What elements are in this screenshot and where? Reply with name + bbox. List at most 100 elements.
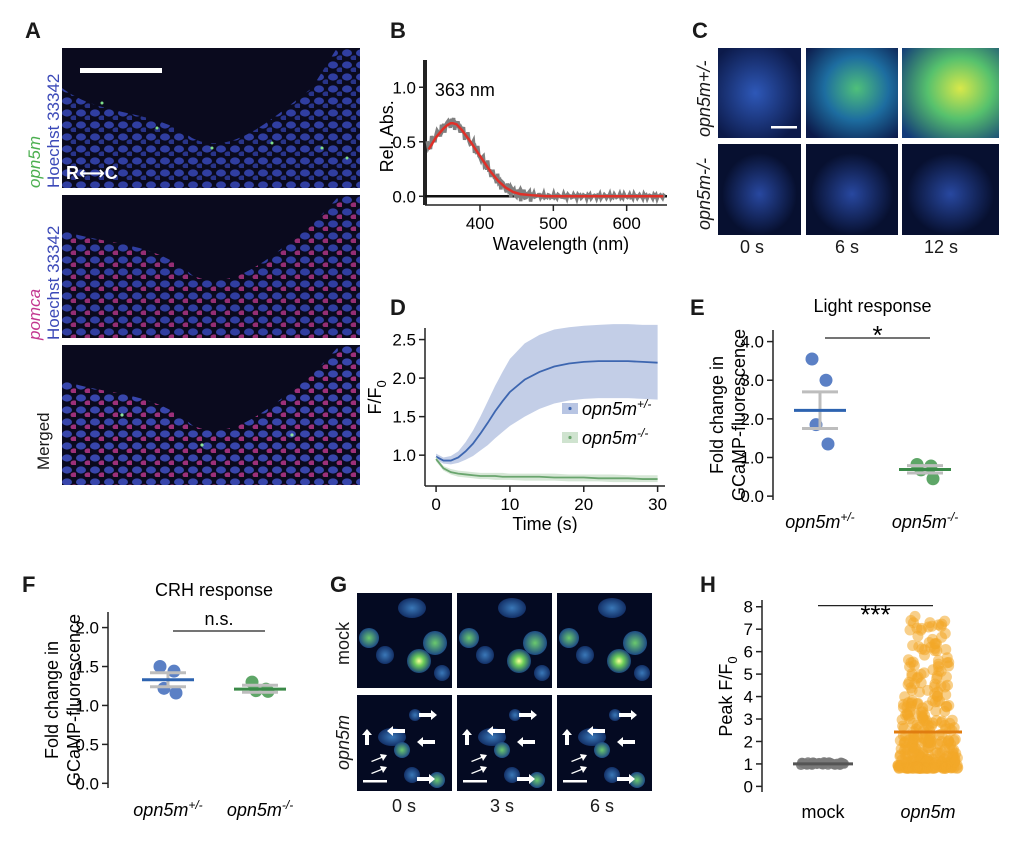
y-tick-label: 1.5 [392, 408, 416, 427]
x-axis-label: Time (s) [512, 514, 577, 533]
data-point [935, 665, 947, 677]
data-point [904, 661, 916, 673]
y-tick-label: 0.5 [392, 133, 416, 152]
data-point [935, 716, 947, 728]
micrograph-a-merged [62, 345, 360, 485]
x-tick-label: 30 [648, 495, 667, 514]
data-point [907, 617, 919, 629]
data-point [803, 757, 813, 768]
rc-axis-label: R⟷C [66, 163, 118, 184]
data-point [169, 686, 183, 700]
data-point [949, 756, 961, 768]
data-point [932, 686, 944, 698]
panel-g-images [357, 593, 652, 791]
hoechst-stain-label-mid: Hoechst 33342 [44, 225, 63, 340]
data-point [821, 437, 835, 451]
significance-label: * [872, 320, 882, 350]
y-axis-label: Fold change in GCaMP-fluorescence [707, 329, 749, 501]
y-tick-label: 3.0 [740, 371, 764, 390]
panel-a-mid-labels-2: Hoechst 33342 [44, 226, 64, 340]
chart-title: CRH response [155, 580, 273, 600]
y-tick-label: 1.0 [392, 446, 416, 465]
opn5m-stain-label: opn5m [25, 136, 44, 188]
x-tick-label: 400 [466, 214, 494, 233]
category-label: opn5m [900, 802, 955, 822]
y-tick-label: 1.0 [740, 449, 764, 468]
y-tick-label: 6 [744, 643, 753, 662]
data-point [917, 706, 929, 718]
data-point [819, 373, 833, 387]
x-tick-label: 500 [539, 214, 567, 233]
data-point [904, 706, 916, 718]
data-point [924, 733, 936, 745]
y-axis-label: Peak F/F0 [716, 656, 740, 736]
data-point [915, 624, 927, 636]
panel-c-row2-label: opn5m-/- [694, 157, 714, 230]
chart-h: 0 1 2 3 4 5 6 7 8 Peak F/F0 *** mock opn5m [716, 598, 964, 822]
panel-label-b: B [390, 18, 406, 43]
merged-label: Merged [34, 412, 53, 470]
panel-label-d: D [390, 295, 406, 320]
rc-axis-text: R⟷C [66, 163, 118, 183]
y-tick-label: 2.0 [392, 369, 416, 388]
panel-label-c: C [692, 18, 708, 43]
chart-f: 0.0 0.5 1.0 1.5 2.0 CRH response n.s. Fold chan… [42, 580, 293, 820]
data-point [894, 735, 906, 747]
panel-label-f: F [22, 572, 36, 597]
panel-label-e: E [690, 295, 705, 320]
y-tick-label: 2.5 [392, 331, 416, 350]
y-tick-label: 5 [744, 665, 753, 684]
series-line-1 [435, 458, 658, 480]
y-tick-label: 8 [744, 598, 753, 617]
panel-g-time-2: 6 s [590, 796, 615, 816]
data-point [901, 757, 913, 769]
panel-c-time-1: 6 s [835, 237, 860, 257]
panel-label-g: G [330, 572, 348, 597]
significance-label: n.s. [204, 609, 233, 629]
peak-annotation: 363 nm [435, 80, 495, 100]
category-label: opn5m+/- [785, 510, 854, 532]
data-point [153, 660, 167, 674]
data-point [919, 649, 931, 661]
data-point [897, 698, 909, 710]
data-point [939, 615, 951, 627]
data-point [931, 638, 943, 650]
data-point [940, 643, 952, 655]
y-tick-label: 3 [744, 710, 753, 729]
series-line-0 [435, 360, 658, 462]
data-point [915, 677, 927, 689]
panel-g-row2-label: opn5m [333, 714, 353, 770]
legend-label-0: opn5m+/- [582, 397, 651, 419]
panel-label-h: H [700, 572, 716, 597]
x-tick-label: 0 [431, 495, 440, 514]
panel-c-images [718, 48, 999, 235]
legend-marker-1 [568, 435, 572, 440]
chart-title: Light response [813, 296, 931, 316]
data-point [805, 352, 819, 366]
data-point [941, 701, 953, 713]
data-point [927, 695, 939, 707]
scale-bar [80, 68, 162, 73]
fit-spectrum-line [427, 121, 664, 198]
panel-a-top-labels: opn5m [25, 136, 45, 188]
data-point [911, 761, 923, 773]
y-tick-label: 1.0 [392, 78, 416, 97]
y-tick-label: 1 [744, 755, 753, 774]
y-axis-label: Fold change in GCaMP-fluorescence [42, 614, 84, 786]
x-axis-label: Wavelength (nm) [493, 234, 629, 254]
data-point [896, 714, 908, 726]
category-label: mock [801, 802, 845, 822]
y-tick-label: 2 [744, 732, 753, 751]
y-tick-label: 4 [744, 688, 753, 707]
y-tick-label: 0.0 [75, 774, 99, 793]
data-point [929, 758, 941, 770]
data-point [923, 720, 935, 732]
data-point [926, 472, 940, 486]
y-tick-label: 7 [744, 620, 753, 639]
y-tick-label: 2.0 [75, 619, 99, 638]
hoechst-stain-label-top: Hoechst 33342 [44, 73, 63, 188]
data-point [906, 684, 918, 696]
significance-label: *** [860, 600, 890, 630]
pomca-stain-label: pomca [25, 288, 44, 340]
